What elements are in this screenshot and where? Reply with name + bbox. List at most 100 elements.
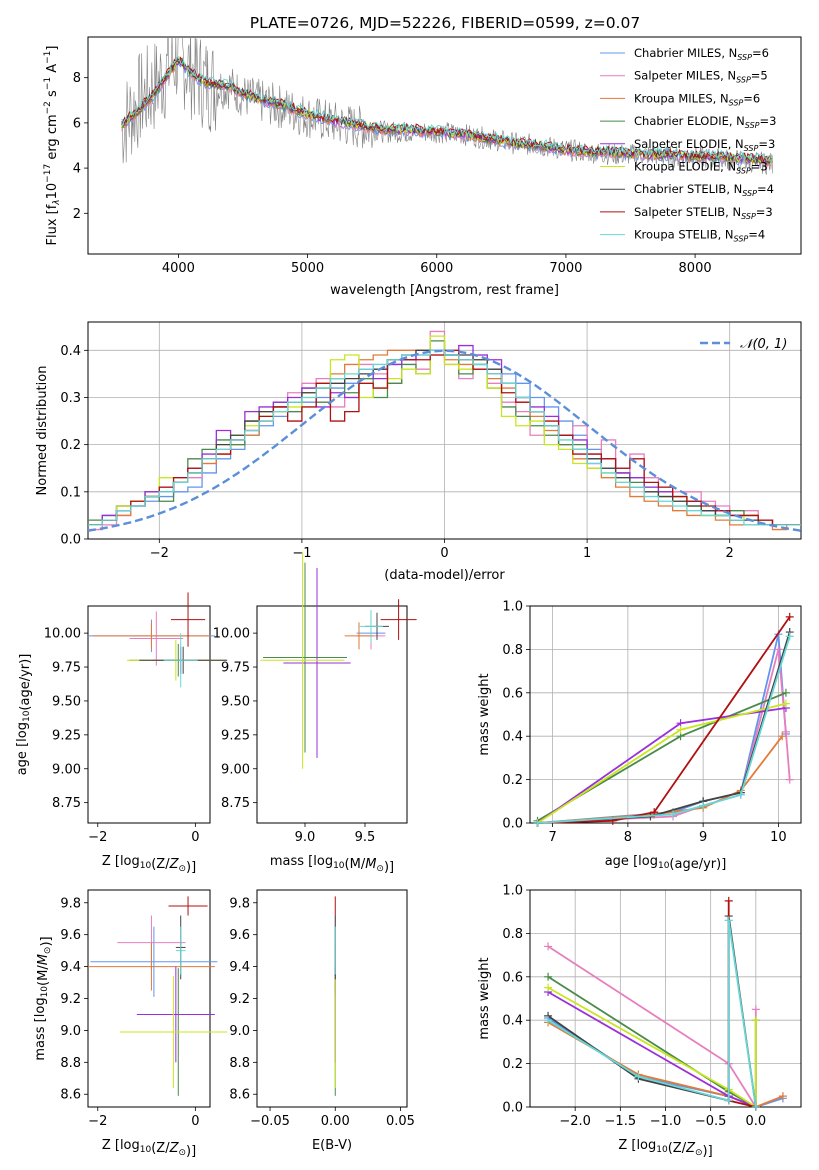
plot-frame xyxy=(529,605,802,824)
x-tick-label: −2 xyxy=(88,830,107,845)
legend-entry: Chabrier ELODIE, NSSP=3 xyxy=(634,114,776,130)
x-tick-label: 9 xyxy=(699,830,707,845)
y-tick-label: 1.0 xyxy=(502,600,523,615)
weight-marker xyxy=(676,725,685,734)
y-tick-label: 9.25 xyxy=(52,728,81,743)
plot-frame xyxy=(256,889,408,1108)
weight-marker xyxy=(544,1016,553,1025)
x-tick-label: 0.05 xyxy=(386,1114,415,1129)
y-tick-label: 9.4 xyxy=(60,960,81,975)
y-tick-label: 10.00 xyxy=(213,627,250,642)
y-tick-label: 0.3 xyxy=(60,391,81,406)
y-axis-label: mass weight xyxy=(477,673,492,755)
plot-frame xyxy=(256,605,408,824)
y-tick-label: 0.2 xyxy=(502,1057,523,1072)
x-axis-label: Z [log10(Z/Z⊙)] xyxy=(102,854,196,875)
y-tick-label: 9.6 xyxy=(229,928,250,943)
x-tick-label: 10 xyxy=(770,830,787,845)
x-tick-label: 4000 xyxy=(162,261,195,276)
y-tick-label: 9.6 xyxy=(60,928,81,943)
x-tick-label: −2 xyxy=(88,1114,107,1129)
y-tick-label: 9.2 xyxy=(60,992,81,1007)
weight-marker xyxy=(781,699,790,708)
plot-frame xyxy=(87,889,211,1108)
y-tick-label: 8.75 xyxy=(221,796,250,811)
figure-title: PLATE=0726, MJD=52226, FIBERID=0599, z=0… xyxy=(250,14,640,32)
y-tick-label: 0.6 xyxy=(502,970,523,985)
y-tick-label: 8.6 xyxy=(60,1088,81,1103)
legend-entry: Chabrier STELIB, NSSP=4 xyxy=(634,182,774,198)
weight-marker xyxy=(724,896,733,905)
y-tick-label: 8.8 xyxy=(60,1056,81,1071)
weight-marker xyxy=(774,645,783,654)
y-tick-label: 8.8 xyxy=(229,1056,250,1071)
axes-weight-vs-age: 7 8 9 10 0.0 0.2 0.4 0.6 0.8 1.0 age [log10(age/yr… xyxy=(477,600,802,872)
x-axis-label: E(B-V) xyxy=(312,1138,352,1153)
x-tick-label: −1 xyxy=(292,546,311,561)
y-tick-label: 9.0 xyxy=(60,1024,81,1039)
x-tick-label: 0.0 xyxy=(745,1114,766,1129)
model-spectrum-6 xyxy=(121,57,773,164)
axes-weight-vs-Z: −2.0 −1.5 −1.0 −0.5 0.0 0.0 0.2 0.4 0.6 0.8 1.0 Z [… xyxy=(477,884,802,1159)
x-axis-label: Z [log10(Z/Z⊙)] xyxy=(102,1138,196,1159)
x-axis-label: age [log10(age/yr)] xyxy=(605,854,727,872)
plot-frame xyxy=(529,889,802,1108)
weight-marker xyxy=(778,732,787,741)
legend-entry: Kroupa STELIB, NSSP=4 xyxy=(634,228,765,244)
weight-marker xyxy=(751,1103,760,1111)
weight-line-5 xyxy=(547,986,757,1109)
y-tick-label: 1.0 xyxy=(502,884,523,899)
x-tick-label: 8 xyxy=(624,830,632,845)
weight-marker xyxy=(751,1005,760,1014)
histogram-step-8 xyxy=(88,349,801,526)
weight-marker xyxy=(533,819,542,827)
y-axis-label: Normed distribution xyxy=(35,366,50,496)
y-tick-label: 0.2 xyxy=(502,773,523,788)
y-axis-label: mass [log10(M/M⊙)] xyxy=(33,936,54,1060)
y-tick-label: 9.2 xyxy=(229,992,250,1007)
axes-residual-hist: −2 −1 0 1 2 0.0 0.1 0.2 0.3 0.4 𝒩(0, 1) (data-model… xyxy=(35,321,802,583)
y-tick-label: 9.50 xyxy=(52,694,81,709)
x-tick-label: 0 xyxy=(191,1114,199,1129)
y-tick-label: 0.1 xyxy=(60,485,81,500)
weight-line-6 xyxy=(537,631,791,824)
axes-age-vs-mass: 9.0 9.5 8.75 9.00 9.25 9.50 9.75 10.00 mass [log… xyxy=(213,551,417,875)
legend-entry: Salpeter STELIB, NSSP=3 xyxy=(634,205,773,221)
weight-marker xyxy=(778,1092,787,1101)
y-tick-label: 9.75 xyxy=(221,661,250,676)
weight-marker xyxy=(781,688,790,697)
y-tick-label: 0.0 xyxy=(60,533,81,548)
y-tick-label: 9.00 xyxy=(221,762,250,777)
model-spectrum-8 xyxy=(121,56,774,165)
x-tick-label: 9.0 xyxy=(295,830,316,845)
x-tick-label: 5000 xyxy=(291,261,324,276)
weight-marker xyxy=(724,916,733,925)
y-tick-label: 0.6 xyxy=(502,686,523,701)
weight-line-7 xyxy=(537,616,791,824)
y-tick-label: 9.8 xyxy=(60,896,81,911)
legend-entry: Kroupa ELODIE, NSSP=3 xyxy=(634,160,768,176)
x-tick-label: 2 xyxy=(726,546,734,561)
weight-marker xyxy=(544,972,553,981)
x-axis-label: mass [log10(M/M⊙)] xyxy=(270,854,394,875)
x-tick-label: 7 xyxy=(548,830,556,845)
legend-entry: 𝒩(0, 1) xyxy=(740,337,787,352)
y-tick-label: 0.8 xyxy=(502,927,523,942)
weight-line-8 xyxy=(537,636,791,824)
weight-marker xyxy=(751,1016,760,1025)
weight-marker xyxy=(785,775,794,784)
y-tick-label: 8.75 xyxy=(52,796,81,811)
x-tick-label: 0 xyxy=(191,830,199,845)
weight-marker xyxy=(785,612,794,621)
axes-mass-vs-Z: −2 0 8.6 8.8 9.0 9.2 9.4 9.6 9.8 Z [log10(Z/Z⊙)] m… xyxy=(33,889,228,1159)
plot-frame xyxy=(87,605,211,824)
y-tick-label: 2 xyxy=(73,207,81,222)
x-axis-label: wavelength [Angstrom, rest frame] xyxy=(330,283,559,298)
weight-marker xyxy=(699,801,708,810)
y-tick-label: 0.4 xyxy=(502,730,523,745)
x-axis-label: Z [log10(Z/Z⊙)] xyxy=(618,1138,712,1159)
x-tick-label: −2.0 xyxy=(559,1114,591,1129)
weight-marker xyxy=(544,942,553,951)
weight-marker xyxy=(544,983,553,992)
